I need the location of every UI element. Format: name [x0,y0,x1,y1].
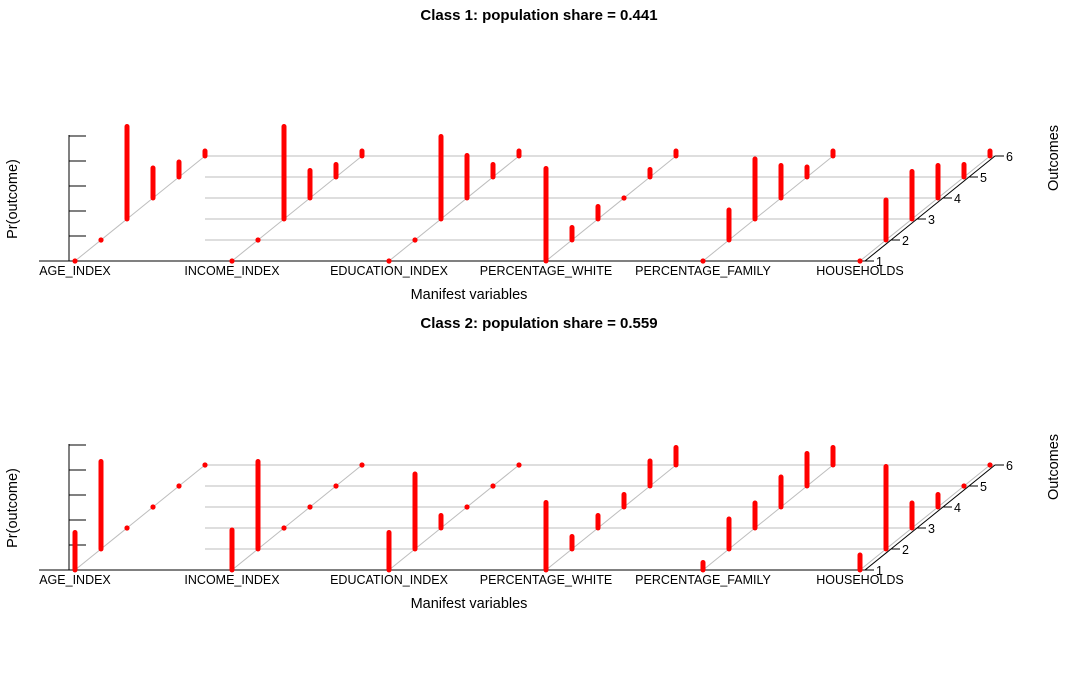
plot-area: 1 2 3 4 5 6 AGE_INDEX INCOME_INDEX EDUCATION_IND… [39,124,1013,278]
variable-label-percentage-family: PERCENTAGE_FAMILY [635,573,771,587]
z-axis-label: Outcomes [1046,434,1062,500]
depth-guide-line [74,155,206,262]
outcome-label-6: 6 [1006,459,1013,473]
variable-label-education-index: EDUCATION_INDEX [330,573,449,587]
y-axis-label: Pr(outcome) [5,159,21,239]
variable-label-percentage-white: PERCENTAGE_WHITE [480,573,612,587]
outcome-label-1: 1 [876,564,883,578]
bar-income-index-outcome-6 [359,462,365,468]
class-2-panel: Class 2: population share = 0.559 Manife… [0,309,1080,618]
bar-income-index-outcome-3 [281,525,287,531]
bar-income-index-outcome-5 [333,483,339,489]
outcome-label-3: 3 [928,522,935,536]
x-axis-label: Manifest variables [411,596,528,612]
variable-label-education-index: EDUCATION_INDEX [330,264,449,278]
z-axis-line [864,155,996,262]
outcome-label-5: 5 [980,171,987,185]
class-2-chart: Class 2: population share = 0.559 Manife… [5,315,1062,612]
outcome-label-4: 4 [954,501,961,515]
bar-age-index-outcome-1 [72,258,78,264]
bar-households-outcome-1 [857,258,863,264]
depth-guide-line [231,155,363,262]
plot-area: 1 2 3 4 5 6 AGE_INDEX INCOME_INDEX EDUCATION_IND… [39,444,1013,587]
z-axis-label: Outcomes [1046,125,1062,191]
bar-education-index-outcome-6 [516,462,522,468]
variable-label-income-index: INCOME_INDEX [184,264,280,278]
chart-title: Class 1: population share = 0.441 [420,7,657,24]
bar-education-index-outcome-4 [464,504,470,510]
depth-guide-line [388,464,520,571]
y-axis-label: Pr(outcome) [5,468,21,548]
chart-title: Class 2: population share = 0.559 [420,315,657,332]
depth-guide-line [74,464,206,571]
outcome-label-4: 4 [954,192,961,206]
x-axis-label: Manifest variables [411,287,528,303]
bar-income-index-outcome-4 [307,504,313,510]
bar-households-outcome-6 [987,462,993,468]
bar-education-index-outcome-1 [386,258,392,264]
outcome-label-6: 6 [1006,150,1013,164]
depth-guide-line [231,464,363,571]
depth-guide-line [702,155,834,262]
bar-education-index-outcome-5 [490,483,496,489]
outcome-label-5: 5 [980,480,987,494]
variable-label-age-index: AGE_INDEX [39,264,111,278]
bar-age-index-outcome-2 [98,237,104,243]
bar-age-index-outcome-3 [124,525,130,531]
outcome-label-2: 2 [902,234,909,248]
depth-guide-line [545,464,677,571]
z-axis-line [864,464,996,571]
bar-age-index-outcome-5 [176,483,182,489]
variable-label-households: HOUSEHOLDS [816,573,904,587]
depth-guide-line [859,155,991,262]
variable-label-households: HOUSEHOLDS [816,264,904,278]
bar-age-index-outcome-6 [202,462,208,468]
outcome-label-2: 2 [902,543,909,557]
bar-percentage-white-outcome-4 [621,195,627,201]
outcome-label-1: 1 [876,255,883,269]
variable-label-age-index: AGE_INDEX [39,573,111,587]
depth-guide-line [388,155,520,262]
class-1-panel: Class 1: population share = 0.441 Manife… [0,0,1080,309]
variable-label-percentage-white: PERCENTAGE_WHITE [480,264,612,278]
depth-guide-line [702,464,834,571]
outcome-label-3: 3 [928,213,935,227]
bar-income-index-outcome-1 [229,258,235,264]
variable-label-percentage-family: PERCENTAGE_FAMILY [635,264,771,278]
depth-guide-line [859,464,991,571]
bar-age-index-outcome-4 [150,504,156,510]
variable-label-income-index: INCOME_INDEX [184,573,280,587]
bar-percentage-family-outcome-1 [700,258,706,264]
bar-households-outcome-5 [961,483,967,489]
bar-income-index-outcome-2 [255,237,261,243]
depth-guide-line [545,155,677,262]
class-1-chart: Class 1: population share = 0.441 Manife… [5,7,1062,303]
bar-education-index-outcome-2 [412,237,418,243]
